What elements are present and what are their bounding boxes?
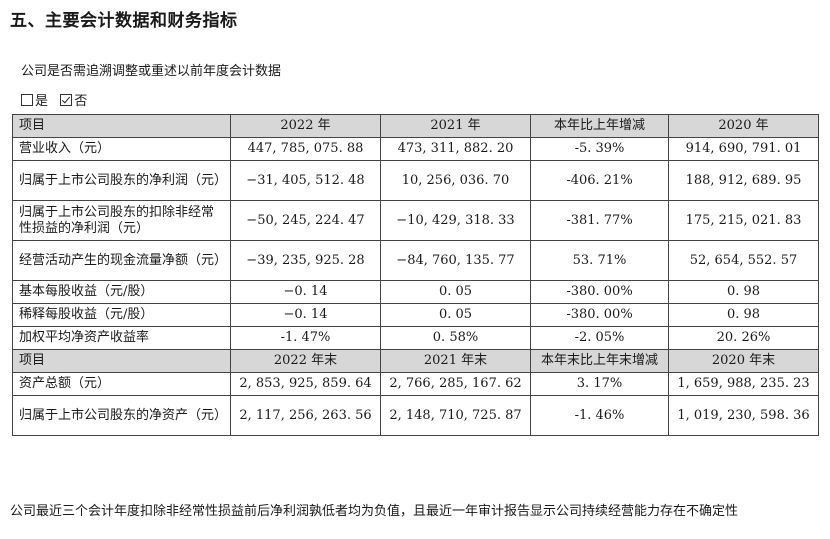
row-label: 经营活动产生的现金流量净额（元）: [12, 240, 231, 281]
header-cell: 2021 年末: [380, 349, 531, 373]
table-header-row: 项目 2022 年末 2021 年末 本年末比上年末增减 2020 年末: [12, 349, 819, 373]
table-row: 归属于上市公司股东的扣除非经常性损益的净利润（元） −50, 245, 224.…: [12, 200, 819, 241]
table-row: 经营活动产生的现金流量净额（元） −39, 235, 925. 28 −84, …: [12, 240, 819, 281]
header-cell: 2021 年: [380, 114, 531, 138]
table-row: 营业收入（元） 447, 785, 075. 88 473, 311, 882.…: [12, 137, 819, 161]
table-row: 稀释每股收益（元/股） −0. 14 0. 05 -380. 00% 0. 98: [12, 303, 819, 327]
value-cell: 188, 912, 689. 95: [668, 160, 819, 201]
row-label: 资产总额（元）: [12, 372, 231, 396]
table-row: 归属于上市公司股东的净资产（元） 2, 117, 256, 263. 56 2,…: [12, 395, 819, 436]
header-cell: 本年比上年增减: [530, 114, 669, 138]
option-yes-label: 是: [35, 94, 49, 109]
row-label: 归属于上市公司股东的净利润（元）: [12, 160, 231, 201]
restatement-options: 是 否: [21, 90, 87, 109]
header-cell: 2020 年: [668, 114, 819, 138]
value-cell: 2, 117, 256, 263. 56: [230, 395, 381, 436]
value-cell: −10, 429, 318. 33: [380, 200, 531, 241]
going-concern-note: 公司最近三个会计年度扣除非经常性损益前后净利润孰低者均为负值，且最近一年审计报告…: [10, 504, 739, 519]
value-cell: 914, 690, 791. 01: [668, 137, 819, 161]
value-cell: 0. 05: [380, 280, 531, 304]
value-cell: 3. 17%: [530, 372, 669, 396]
table-row: 加权平均净资产收益率 -1. 47% 0. 58% -2. 05% 20. 26…: [12, 326, 819, 350]
header-cell: 2022 年末: [230, 349, 381, 373]
option-no-label: 否: [74, 94, 88, 109]
value-cell: −39, 235, 925. 28: [230, 240, 381, 281]
row-label: 加权平均净资产收益率: [12, 326, 231, 350]
value-cell: −84, 760, 135. 77: [380, 240, 531, 281]
value-cell: 2, 766, 285, 167. 62: [380, 372, 531, 396]
header-cell: 2022 年: [230, 114, 381, 138]
value-cell: 473, 311, 882. 20: [380, 137, 531, 161]
header-cell: 本年末比上年末增减: [530, 349, 669, 373]
value-cell: −50, 245, 224. 47: [230, 200, 381, 241]
section-title: 五、主要会计数据和财务指标: [10, 11, 238, 31]
value-cell: -406. 21%: [530, 160, 669, 201]
value-cell: -1. 46%: [530, 395, 669, 436]
value-cell: 2, 853, 925, 859. 64: [230, 372, 381, 396]
checkbox-no-checked[interactable]: [60, 94, 73, 106]
header-cell: 2020 年末: [668, 349, 819, 373]
value-cell: -2. 05%: [530, 326, 669, 350]
value-cell: 1, 659, 988, 235. 23: [668, 372, 819, 396]
value-cell: 175, 215, 021. 83: [668, 200, 819, 241]
value-cell: -381. 77%: [530, 200, 669, 241]
value-cell: −0. 14: [230, 280, 381, 304]
restatement-question: 公司是否需追溯调整或重述以前年度会计数据: [21, 64, 282, 79]
table-row: 资产总额（元） 2, 853, 925, 859. 64 2, 766, 285…: [12, 372, 819, 396]
value-cell: 447, 785, 075. 88: [230, 137, 381, 161]
value-cell: -380. 00%: [530, 303, 669, 327]
value-cell: 0. 98: [668, 303, 819, 327]
table-row: 归属于上市公司股东的净利润（元） −31, 405, 512. 48 10, 2…: [12, 160, 819, 201]
checkbox-yes[interactable]: [21, 94, 33, 106]
value-cell: -380. 00%: [530, 280, 669, 304]
value-cell: 0. 98: [668, 280, 819, 304]
financial-indicators-table: 项目 2022 年 2021 年 本年比上年增减 2020 年 营业收入（元） …: [12, 114, 819, 436]
value-cell: 10, 256, 036. 70: [380, 160, 531, 201]
row-label: 稀释每股收益（元/股）: [12, 303, 231, 327]
table-header-row: 项目 2022 年 2021 年 本年比上年增减 2020 年: [12, 114, 819, 138]
value-cell: −31, 405, 512. 48: [230, 160, 381, 201]
value-cell: −0. 14: [230, 303, 381, 327]
value-cell: 52, 654, 552. 57: [668, 240, 819, 281]
header-cell: 项目: [12, 349, 231, 373]
value-cell: 0. 05: [380, 303, 531, 327]
value-cell: -1. 47%: [230, 326, 381, 350]
row-label: 归属于上市公司股东的净资产（元）: [12, 395, 231, 436]
row-label: 归属于上市公司股东的扣除非经常性损益的净利润（元）: [12, 200, 231, 241]
value-cell: 2, 148, 710, 725. 87: [380, 395, 531, 436]
value-cell: 1, 019, 230, 598. 36: [668, 395, 819, 436]
table-row: 基本每股收益（元/股） −0. 14 0. 05 -380. 00% 0. 98: [12, 280, 819, 304]
value-cell: 53. 71%: [530, 240, 669, 281]
header-cell: 项目: [12, 114, 231, 138]
value-cell: 20. 26%: [668, 326, 819, 350]
value-cell: -5. 39%: [530, 137, 669, 161]
row-label: 基本每股收益（元/股）: [12, 280, 231, 304]
value-cell: 0. 58%: [380, 326, 531, 350]
row-label: 营业收入（元）: [12, 137, 231, 161]
